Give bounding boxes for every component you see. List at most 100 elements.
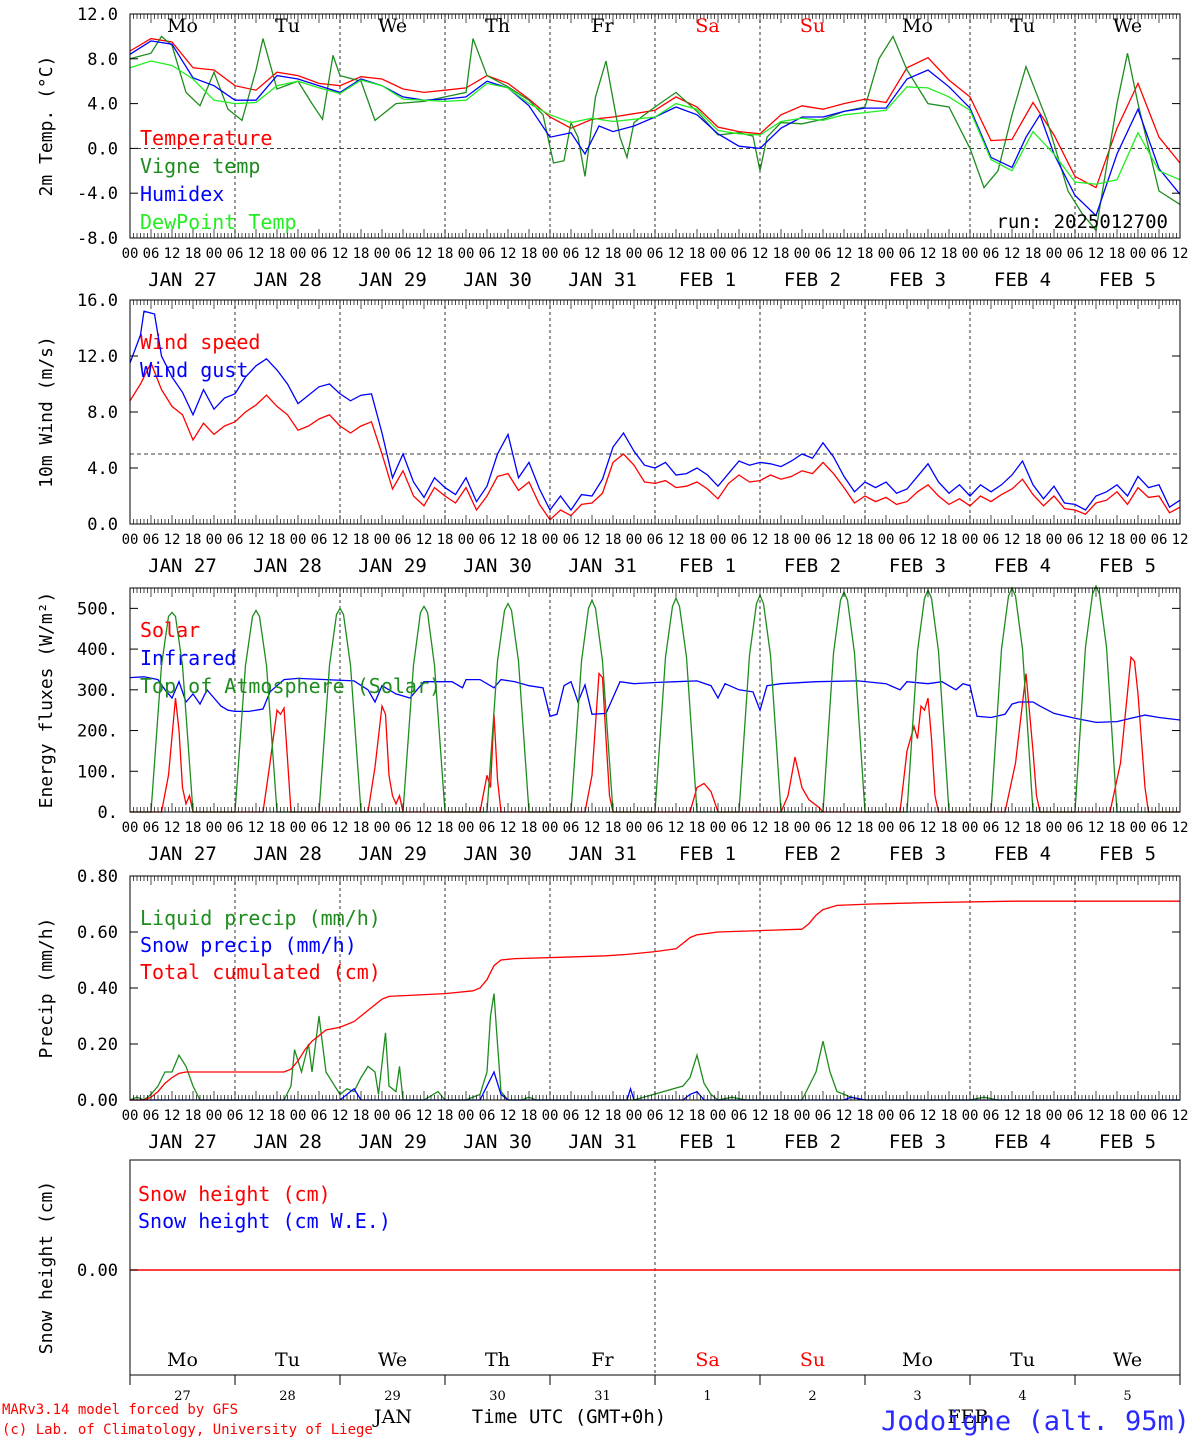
day-number-label: 27: [174, 1389, 191, 1404]
hour-label: 12: [164, 246, 181, 262]
legend-entry: Snow precip (mm/h): [140, 933, 357, 957]
month-left-label: JAN: [372, 1406, 412, 1428]
hour-label: 00: [122, 820, 139, 836]
y-tick-label: 500.: [77, 599, 118, 619]
hour-label: 12: [836, 246, 853, 262]
hour-label: 18: [269, 1108, 286, 1124]
date-label: JAN 31: [568, 1131, 637, 1153]
hour-label: 18: [1109, 532, 1126, 548]
legend-entry: Solar: [140, 618, 200, 642]
hour-label: 00: [1130, 820, 1147, 836]
hour-label: 18: [941, 1108, 958, 1124]
date-label: JAN 31: [568, 555, 637, 577]
day-label: Tu: [275, 15, 300, 37]
hour-label: 12: [1088, 246, 1105, 262]
hour-label: 18: [521, 246, 538, 262]
hour-label: 18: [857, 246, 874, 262]
hour-label: 06: [227, 820, 244, 836]
hour-label: 18: [773, 820, 790, 836]
hour-label: 12: [1088, 820, 1105, 836]
day-number-label: 5: [1123, 1389, 1131, 1404]
hour-label: 06: [143, 246, 160, 262]
hour-label: 12: [1172, 820, 1189, 836]
day-label: Tu: [1010, 15, 1035, 37]
date-label: FEB 1: [679, 1131, 736, 1153]
hour-label: 12: [920, 532, 937, 548]
hour-label: 06: [479, 532, 496, 548]
hour-label: 00: [1046, 246, 1063, 262]
y-tick-label: 4.0: [87, 95, 118, 115]
hour-label: 00: [374, 246, 391, 262]
hour-label: 18: [941, 820, 958, 836]
hour-label: 12: [248, 820, 265, 836]
hour-label: 00: [122, 1108, 139, 1124]
hour-label: 18: [605, 1108, 622, 1124]
hour-label: 06: [395, 820, 412, 836]
date-label: JAN 28: [253, 555, 322, 577]
y-tick-label: 0.80: [77, 867, 118, 887]
date-label: FEB 2: [784, 269, 841, 291]
date-label: FEB 4: [994, 1131, 1051, 1153]
y-tick-label: 0.20: [77, 1035, 118, 1055]
hour-label: 06: [395, 246, 412, 262]
hour-label: 18: [689, 1108, 706, 1124]
hour-label: 06: [143, 532, 160, 548]
hour-label: 06: [227, 532, 244, 548]
day-number-label: 28: [279, 1389, 296, 1404]
date-label: FEB 4: [994, 843, 1051, 865]
hour-label: 00: [962, 820, 979, 836]
hour-label: 12: [668, 820, 685, 836]
y-tick-label: 4.0: [87, 459, 118, 479]
hour-label: 18: [773, 246, 790, 262]
hour-label: 06: [815, 246, 832, 262]
hour-label: 18: [857, 1108, 874, 1124]
legend-entry: Total cumulated (cm): [140, 960, 381, 984]
hour-label: 12: [1004, 1108, 1021, 1124]
hour-label: 06: [731, 820, 748, 836]
hour-label: 18: [269, 820, 286, 836]
hour-label: 12: [500, 820, 517, 836]
day-label: We: [378, 1349, 407, 1371]
date-label: FEB 5: [1099, 269, 1156, 291]
hour-label: 18: [1109, 1108, 1126, 1124]
series-line-1: [129, 37, 1181, 189]
panel-frame: [129, 299, 1181, 525]
day-label: Th: [485, 15, 510, 37]
hour-label: 18: [605, 820, 622, 836]
hour-label: 12: [584, 820, 601, 836]
date-label: FEB 2: [784, 843, 841, 865]
hour-label: 18: [689, 532, 706, 548]
hour-label: 06: [647, 820, 664, 836]
hour-label: 12: [836, 820, 853, 836]
date-label: FEB 5: [1099, 1131, 1156, 1153]
hour-label: 06: [983, 820, 1000, 836]
panel-frame: [129, 13, 1181, 239]
day-label: Mo: [167, 1349, 198, 1371]
hour-label: 00: [626, 1108, 643, 1124]
y-axis-label: 2m Temp. (°C): [36, 56, 57, 197]
hour-label: 12: [248, 1108, 265, 1124]
date-label: JAN 27: [148, 1131, 217, 1153]
hour-label: 12: [584, 532, 601, 548]
hour-label: 00: [962, 532, 979, 548]
credit-line-2: (c) Lab. of Climatology, University of L…: [2, 1422, 373, 1438]
day-number-label: 30: [489, 1389, 506, 1404]
hour-label: 12: [836, 532, 853, 548]
legend-entry: Snow height (cm W.E.): [138, 1209, 391, 1233]
hour-label: 00: [290, 1108, 307, 1124]
day-label: Su: [800, 15, 825, 37]
bottom-area: JAN FEB Time UTC (GMT+0h) MARv3.14 model…: [2, 1402, 1190, 1438]
hour-label: 06: [899, 532, 916, 548]
day-number-label: 3: [913, 1389, 921, 1404]
hour-label: 12: [416, 532, 433, 548]
hour-label: 06: [311, 820, 328, 836]
day-label: Tu: [275, 1349, 300, 1371]
hour-label: 18: [689, 820, 706, 836]
date-label: FEB 3: [889, 1131, 946, 1153]
hour-label: 18: [521, 532, 538, 548]
hour-label: 00: [626, 820, 643, 836]
hour-label: 00: [878, 246, 895, 262]
hour-label: 00: [206, 1108, 223, 1124]
hour-label: 06: [1151, 532, 1168, 548]
